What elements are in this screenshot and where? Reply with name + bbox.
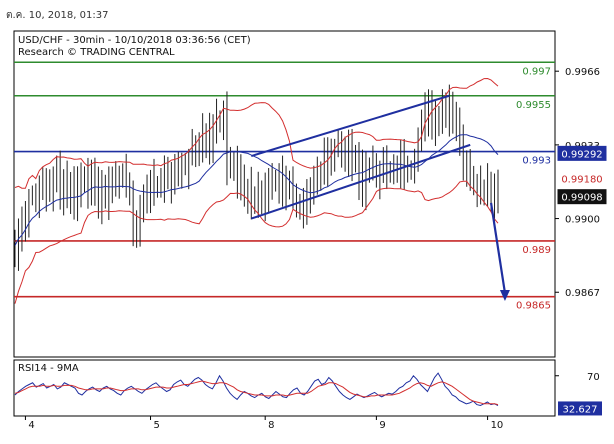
price-badge-bg-1 [557, 170, 607, 186]
forecast-arrow-head [499, 289, 510, 301]
channel-line-0 [250, 94, 450, 157]
x-tick-label-3: 9 [379, 420, 385, 431]
rsi-y-tick-label-0: 70 [587, 372, 600, 383]
x-axis: 4 5 8 9 10 [24, 416, 504, 431]
price-badge-bg-0 [557, 145, 607, 161]
price-y-tick-label-0: 0.9966 [565, 67, 600, 78]
x-tick-label-0: 4 [28, 420, 34, 431]
rsi-chart-content: 7037.29032.627 [14, 372, 602, 416]
price-badge-label-0: 0.99292 [561, 149, 602, 160]
forecast-arrow-shaft [489, 202, 507, 294]
header-timestamp: ต.ค. 10, 2018, 01:37 [6, 10, 108, 21]
price-chart-content: 0.9970.99550.9930.9890.98650.99660.99330… [14, 61, 607, 312]
moving-average-line [14, 134, 499, 246]
bollinger-lower-band [14, 180, 499, 304]
price-y-tick-label-2: 0.9900 [565, 215, 600, 226]
channel-line-1 [250, 143, 471, 220]
bollinger-upper-band [14, 77, 499, 189]
rsi-title: RSI14 - 9MA [18, 363, 79, 374]
x-tick-label-4: 10 [491, 420, 504, 431]
level-label-0: 0.997 [522, 66, 551, 77]
chart-subtitle: Research © TRADING CENTRAL [18, 47, 175, 58]
price-panel-frame [13, 30, 556, 358]
price-badge-label-1: 0.99180 [561, 174, 602, 185]
header-strip [0, 0, 614, 22]
rsi-badge-bg-1 [558, 401, 602, 416]
level-label-1: 0.9955 [516, 100, 551, 111]
level-label-2: 0.993 [522, 156, 551, 167]
level-label-3: 0.989 [522, 245, 551, 256]
x-tick-label-2: 8 [268, 420, 274, 431]
price-badge-label-2: 0.99098 [561, 193, 602, 204]
level-label-4: 0.9865 [516, 301, 551, 312]
rsi-panel-frame [13, 359, 556, 417]
rsi-ma-line [14, 380, 499, 406]
price-badge-bg-2 [557, 189, 607, 205]
rsi-badge-label-1: 32.627 [563, 404, 598, 415]
price-y-tick-label-3: 0.9867 [565, 288, 600, 299]
chart-title: USD/CHF - 30min - 10/10/2018 03:36:56 (C… [18, 35, 251, 46]
x-tick-label-1: 5 [154, 420, 160, 431]
